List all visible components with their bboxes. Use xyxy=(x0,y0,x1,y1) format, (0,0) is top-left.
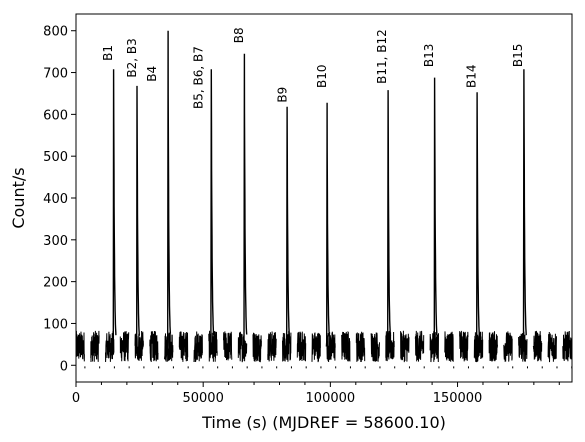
burst-profile xyxy=(433,77,438,347)
y-axis-ticks: 0 100 200 300 400 500 600 700 800 xyxy=(43,25,76,374)
baseline-segment xyxy=(178,331,189,362)
baseline-segment xyxy=(503,331,513,362)
y-tick-label: 400 xyxy=(43,192,68,207)
baseline-segment xyxy=(252,332,262,363)
baseline-segment xyxy=(473,331,484,363)
burst-annotation: B11, B12 xyxy=(375,29,389,84)
burst-annotation: B9 xyxy=(275,87,289,103)
baseline-segment xyxy=(385,330,395,362)
x-tick-label: 0 xyxy=(72,391,80,406)
burst-annotation: B8 xyxy=(232,27,246,43)
baseline-segment xyxy=(459,330,469,362)
baseline-segment xyxy=(149,330,159,363)
plot-content xyxy=(76,30,572,369)
burst-annotation: B2, B3 xyxy=(125,38,139,77)
baseline-segment xyxy=(414,330,425,362)
baseline-segment xyxy=(267,331,277,362)
baseline-segment xyxy=(370,332,380,362)
y-tick-label: 100 xyxy=(43,317,68,332)
baseline-segment xyxy=(341,330,351,362)
burst-annotation: B13 xyxy=(422,44,436,68)
x-axis-ticks: 0 50000 100000 150000 xyxy=(72,382,560,406)
y-tick-label: 300 xyxy=(43,234,68,249)
burst-profile xyxy=(325,102,330,347)
baseline-segment xyxy=(296,331,307,362)
burst-profile xyxy=(386,90,392,347)
y-tick-label: 800 xyxy=(43,25,68,40)
burst-annotation: B5, B6, B7 xyxy=(192,46,206,109)
baseline-segment xyxy=(90,330,100,363)
baseline-segment xyxy=(208,330,218,362)
baseline-segment xyxy=(311,332,321,363)
x-axis-label: Time (s) (MJDREF = 58600.10) xyxy=(201,413,446,432)
burst-profile xyxy=(112,69,117,347)
burst-profile xyxy=(166,30,172,347)
y-tick-label: 600 xyxy=(43,108,68,123)
burst-profile xyxy=(135,85,140,347)
baseline-segment xyxy=(105,331,115,363)
baseline-segment xyxy=(444,331,454,362)
y-tick-label: 200 xyxy=(43,276,68,291)
baseline-segment xyxy=(164,331,174,362)
baseline-segment xyxy=(282,330,292,362)
burst-annotation: B14 xyxy=(464,65,478,89)
x-tick-label: 150000 xyxy=(433,391,483,406)
y-tick-label: 0 xyxy=(60,359,68,374)
y-tick-label: 700 xyxy=(43,67,68,82)
baseline-segment xyxy=(193,331,203,363)
burst-profile xyxy=(210,69,215,347)
baseline-segment xyxy=(532,330,543,362)
burst-annotation: B15 xyxy=(511,44,525,68)
burst-profile xyxy=(285,106,291,347)
x-tick-label: 100000 xyxy=(306,391,356,406)
burst-profile xyxy=(243,53,248,347)
baseline-segment xyxy=(488,331,498,362)
baseline-segment xyxy=(326,331,336,363)
burst-profile xyxy=(475,92,481,347)
baseline-segment xyxy=(237,331,248,363)
baseline-segment xyxy=(562,330,572,362)
baseline-segment xyxy=(119,331,130,362)
baseline-segment xyxy=(518,331,528,362)
baseline-segment xyxy=(223,331,233,361)
burst-annotation: B4 xyxy=(145,66,159,82)
y-axis-label: Count/s xyxy=(9,167,28,228)
y-tick-label: 500 xyxy=(43,150,68,165)
x-tick-label: 50000 xyxy=(182,391,223,406)
burst-annotation: B10 xyxy=(315,65,329,89)
baseline-segment xyxy=(547,331,557,363)
baseline-segment xyxy=(355,331,366,363)
baseline-segment xyxy=(400,330,410,363)
burst-annotation: B1 xyxy=(101,45,115,61)
burst-profile xyxy=(522,69,527,347)
burst-annotations: B1 B2, B3 B4 B5, B6, B7 B8 B9 B10 B11, B12 B13 B1… xyxy=(101,27,525,109)
baseline-segment xyxy=(76,330,85,362)
